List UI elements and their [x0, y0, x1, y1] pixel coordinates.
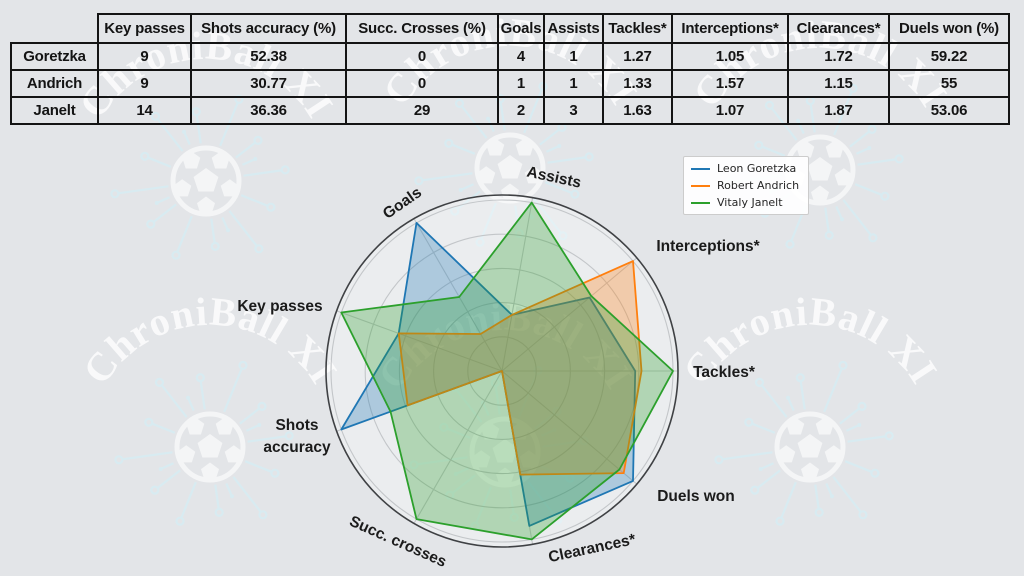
stat-cell: 29: [345, 96, 499, 125]
table-header-cell: Interceptions*: [671, 13, 789, 44]
stat-cell: 3: [543, 96, 604, 125]
stat-cell: 9: [97, 42, 192, 71]
legend-label: Vitaly Janelt: [717, 196, 783, 209]
table-header-row: Key passes Shots accuracy (%) Succ. Crosse…: [11, 13, 1010, 44]
soccer-ball-icon: [469, 416, 541, 488]
stat-cell: 1.57: [671, 69, 789, 98]
player-name-cell: Goretzka: [10, 42, 99, 71]
radar-axis-label: Assists: [525, 164, 582, 192]
table-row: Andrich 9 30.77 0 1 1 1.33 1.57 1.15 55: [10, 69, 1010, 98]
table-header-cell: Key passes: [97, 13, 192, 44]
legend-swatch-janelt: [691, 201, 710, 204]
circuit-traces-icon: [714, 360, 894, 526]
radar-series-vitaly-janelt: [340, 201, 674, 541]
legend-swatch-andrich: [691, 184, 710, 187]
soccer-ball-icon: [474, 132, 546, 204]
table-corner-cell: [11, 14, 98, 43]
table-row: Goretzka 9 52.38 0 4 1 1.27 1.05 1.72 59.22: [10, 42, 1010, 71]
stat-cell: 1.72: [787, 42, 890, 71]
table-header-cell: Tackles*: [602, 13, 673, 44]
stat-cell: 59.22: [888, 42, 1010, 71]
legend-item: Vitaly Janelt: [691, 196, 799, 209]
stat-cell: 52.38: [190, 42, 347, 71]
circuit-traces-icon: [114, 360, 294, 526]
stat-cell: 0: [345, 42, 499, 71]
stat-cell: 1.27: [602, 42, 673, 71]
stat-cell: 1.33: [602, 69, 673, 98]
stat-cell: 1.87: [787, 96, 890, 125]
stat-cell: 30.77: [190, 69, 347, 98]
circuit-traces-icon: [409, 365, 589, 531]
stat-cell: 1.63: [602, 96, 673, 125]
stat-cell: 53.06: [888, 96, 1010, 125]
radar-spoke: [501, 370, 638, 485]
radar-axis-label: Shots accuracy: [263, 417, 331, 456]
radar-spoke: [501, 257, 638, 372]
stat-cell: 9: [97, 69, 192, 98]
stat-cell: 14: [97, 96, 192, 125]
stat-cell: 1: [543, 69, 604, 98]
stat-cell: 1: [543, 42, 604, 71]
table-header-cell: Duels won (%): [888, 13, 1010, 44]
radar-spoke: [501, 197, 534, 372]
legend-item: Robert Andrich: [691, 179, 799, 192]
stat-cell: 1: [497, 69, 545, 98]
radar-outer-spine: [325, 194, 679, 548]
stat-cell: 2: [497, 96, 545, 125]
stats-table: Key passes Shots accuracy (%) Succ. Crosse…: [10, 13, 1010, 125]
table-header-cell: Assists: [543, 13, 604, 44]
soccer-ball-icon: [784, 134, 856, 206]
stat-cell: 55: [888, 69, 1010, 98]
legend: Leon Goretzka Robert Andrich Vitaly Jane…: [683, 156, 810, 215]
radar-spoke: [336, 310, 503, 372]
radar-axis-label: Tackles*: [693, 364, 756, 381]
table-header-cell: Clearances*: [787, 13, 890, 44]
table-header-cell: Shots accuracy (%): [190, 13, 347, 44]
stat-cell: 36.36: [190, 96, 347, 125]
stat-cell: 1.05: [671, 42, 789, 71]
table-row: Janelt 14 36.36 29 2 3 1.63 1.07 1.87 53.06: [10, 96, 1010, 125]
legend-swatch-goretzka: [691, 167, 710, 170]
stat-cell: 1.07: [671, 96, 789, 125]
soccer-ball-icon: [174, 411, 246, 483]
table-header-cell: Goals: [497, 13, 545, 44]
radar-axis-label: Duels won: [657, 488, 735, 505]
soccer-ball-icon: [170, 145, 242, 217]
legend-item: Leon Goretzka: [691, 162, 799, 175]
player-name-cell: Janelt: [10, 96, 99, 125]
stat-cell: 4: [497, 42, 545, 71]
soccer-ball-icon: [774, 411, 846, 483]
radar-axis-label: Interceptions*: [656, 238, 760, 255]
radar-series-robert-andrich: [397, 260, 643, 476]
radar-axis-label: Key passes: [237, 298, 322, 315]
radar-series-group: [340, 201, 674, 541]
player-name-cell: Andrich: [10, 69, 99, 98]
stat-cell: 0: [345, 69, 499, 98]
radar-spoke: [413, 218, 503, 372]
stat-cell: 1.15: [787, 69, 890, 98]
table-header-cell: Succ. Crosses (%): [345, 13, 499, 44]
radar-spoke: [413, 370, 503, 524]
legend-label: Leon Goretzka: [717, 162, 797, 175]
legend-label: Robert Andrich: [717, 179, 800, 192]
